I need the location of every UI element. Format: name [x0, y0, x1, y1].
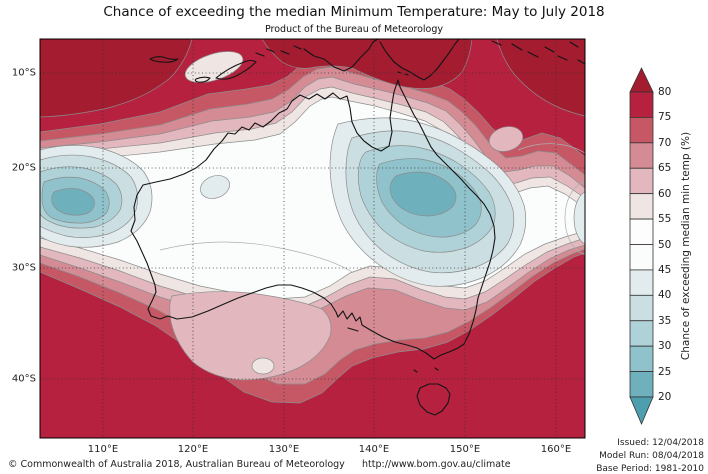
lon-tick-label: 150°E	[449, 444, 481, 455]
colorbar-segment	[629, 320, 654, 347]
colorbar-tick-label: 75	[658, 111, 672, 124]
colorbar-tick-label: 35	[658, 314, 672, 327]
colorbar-arrow-top	[629, 67, 654, 93]
coastline-indonesian-islands	[149, 45, 302, 83]
url-text: http://www.bom.gov.au/climate	[362, 459, 511, 470]
colorbar-tick-label: 65	[658, 162, 672, 175]
colorbar	[629, 67, 654, 426]
colorbar-tick-label: 60	[658, 187, 672, 200]
graticule	[40, 39, 585, 438]
pocket-coral-sea	[488, 126, 524, 152]
lon-tick-label: 130°E	[268, 444, 300, 455]
pocket-north-interior	[200, 175, 230, 199]
lat-tick-label: 10°S	[11, 67, 36, 79]
colorbar-tick-label: 20	[658, 391, 672, 403]
colorbar-segment	[629, 371, 654, 398]
colorbar-label: Chance of exceeding median min temp (%)	[680, 131, 692, 361]
coastline-new-guinea	[303, 39, 460, 81]
colorbar-tick-label: 40	[658, 289, 672, 302]
colorbar-tick-label: 45	[658, 263, 672, 276]
coastline-tasmania	[416, 383, 451, 416]
pocket-bight	[251, 357, 275, 375]
lon-tick-label: 120°E	[177, 444, 209, 455]
band-north-gt80-mid	[261, 39, 473, 89]
coastline-solomon-islands	[491, 40, 585, 65]
colorbar-tick-label: 25	[658, 365, 672, 378]
pocket-east-edge	[573, 191, 585, 245]
colorbar-tick-label: 30	[658, 340, 672, 353]
colorbar-tick-label: 55	[658, 213, 672, 226]
copyright-text: © Commonwealth of Australia 2018, Austra…	[8, 459, 345, 470]
lat-tick-label: 20°S	[11, 162, 36, 174]
base-period: Base Period: 1981-2010	[596, 464, 704, 474]
colorbar-segment	[629, 269, 654, 296]
contour-faint-central	[159, 241, 353, 273]
colorbar-arrow-bottom	[629, 396, 654, 426]
colorbar-segment	[629, 294, 654, 322]
lat-tick-label: 30°S	[11, 262, 36, 274]
colorbar-tick-label: 80	[658, 86, 672, 98]
coastline-australia	[130, 79, 496, 360]
colorbar-segment	[629, 218, 654, 245]
contour-field	[40, 39, 585, 438]
tongue-south-west	[169, 291, 332, 381]
colorbar-segment	[629, 142, 654, 169]
colorbar-tick-label: 50	[658, 238, 672, 251]
lon-tick-label: 160°E	[540, 444, 572, 455]
colorbar-segment	[629, 91, 654, 118]
lon-tick-label: 110°E	[87, 444, 119, 455]
issued-block: Issued: 12/04/2018 Model Run: 08/04/2018…	[596, 437, 704, 474]
colorbar-segment	[629, 193, 654, 220]
chart-title: Chance of exceeding the median Minimum T…	[103, 4, 605, 20]
chart-subtitle: Product of the Bureau of Meteorology	[264, 24, 444, 35]
colorbar-segment	[629, 345, 654, 372]
model-run-date: Model Run: 08/04/2018	[599, 451, 704, 461]
issued-date: Issued: 12/04/2018	[617, 438, 704, 448]
contour-loop-east-edge	[564, 181, 585, 255]
colorbar-segment	[629, 244, 654, 271]
coastline-small-islands	[347, 71, 439, 373]
contour-faint-ne	[517, 143, 585, 154]
colorbar-tick-label: 70	[658, 136, 672, 149]
colorbar-segment	[629, 117, 654, 144]
lat-tick-label: 40°S	[11, 373, 36, 385]
west-pool-20	[51, 188, 95, 216]
band-north-gt80-west	[40, 39, 193, 118]
colorbar-segment	[629, 167, 654, 195]
east-pool-20	[389, 171, 457, 217]
lon-tick-label: 140°E	[358, 444, 390, 455]
pocket-timor	[184, 51, 244, 83]
map-frame	[39, 38, 586, 439]
